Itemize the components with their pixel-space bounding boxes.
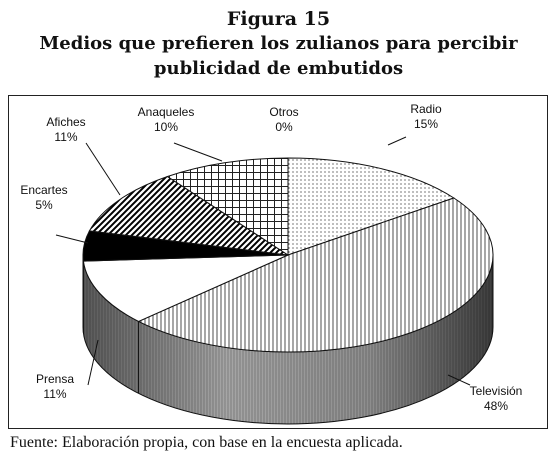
slice-percent-anaqueles: 10% [154,120,178,134]
figure-label: Figura 15 [226,8,331,30]
slice-percent-afiches: 11% [54,130,77,144]
chart-frame [8,95,548,429]
slice-name-radio: Radio [410,102,442,116]
leader-line-prensa [87,339,99,386]
pie-side-texture [83,255,493,424]
leader-line-encartes [55,234,89,244]
leader-line-anaqueles [173,142,223,162]
pie-slice-radio [287,157,455,256]
slice-name-televisi-n: Televisión [470,384,523,398]
chart-title-line-2: publicidad de embutidos [153,58,404,79]
pie-chart: Radio15%Televisión48%Prensa11%Encartes5%… [20,102,523,425]
slice-percent-radio: 15% [414,117,438,131]
leader-line-televisi-n [447,374,471,386]
pie-slice-afiches [88,175,289,256]
slice-percent-encartes: 5% [35,198,53,212]
slice-percent-prensa: 11% [43,387,66,401]
slice-name-otros: Otros [269,105,298,119]
source-note: Fuente: Elaboración propia, con base en … [10,434,403,451]
pie-slice-anaqueles [166,157,289,256]
slice-name-afiches: Afiches [46,115,85,129]
pie-slice-prensa [82,254,289,322]
chart-title-line-1: Medios que prefieren los zulianos para p… [39,33,518,54]
slice-name-prensa: Prensa [36,372,74,386]
leader-line-afiches [85,142,121,196]
slice-percent-otros: 0% [275,120,293,134]
pie-slice-televisi-n [137,197,494,353]
slice-name-encartes: Encartes [20,183,67,197]
leader-line-radio [387,136,407,146]
slice-name-anaqueles: Anaqueles [138,105,195,119]
slice-percent-televisi-n: 48% [484,399,508,413]
